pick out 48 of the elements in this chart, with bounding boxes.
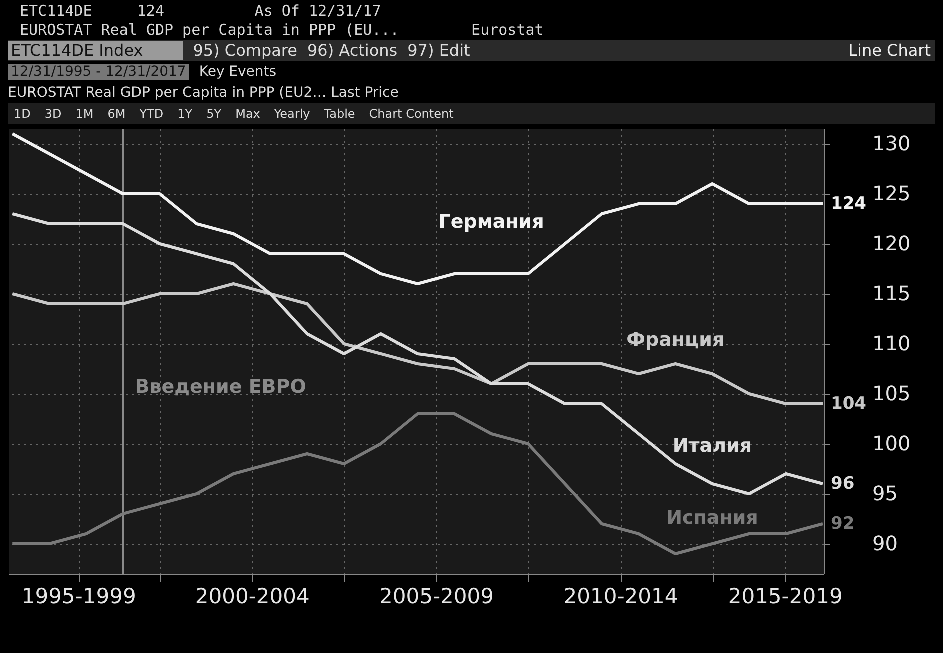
- y-tick-label: 95: [872, 482, 898, 506]
- y-tick-label: 90: [872, 532, 898, 556]
- data-label: 92: [830, 514, 855, 534]
- text: 1Y: [178, 106, 193, 120]
- text: YTD: [140, 106, 164, 120]
- y-tick-label: 115: [872, 282, 911, 306]
- data-label: 124: [830, 194, 867, 214]
- chart-title: EUROSTAT Real GDP per Capita in PPP (EU... Eurostat: [19, 21, 545, 40]
- y-tick-label: 110: [872, 332, 911, 356]
- line-series: [11, 212, 824, 496]
- line-series: [11, 282, 824, 406]
- series-label: Испания: [666, 507, 758, 529]
- text: Key Events: [199, 64, 277, 80]
- text: 1D: [14, 106, 31, 120]
- y-tick-label: 125: [872, 182, 911, 206]
- x-tick-label: 2000-2004: [195, 584, 310, 608]
- text: 96) Actions: [307, 41, 398, 60]
- series-label: Германия: [438, 211, 544, 233]
- text: 3D: [44, 106, 62, 120]
- ref-line-label: Введение ЕВРО: [135, 376, 306, 398]
- series-label: Италия: [672, 435, 752, 457]
- y-tick-label: 105: [872, 382, 911, 406]
- x-tick-label: 1995-1999: [22, 584, 136, 608]
- text: 5Y: [206, 106, 222, 120]
- line-series: [11, 132, 824, 286]
- data-label: 96: [830, 474, 855, 494]
- text: 12/31/1995 - 12/31/2017: [8, 64, 190, 80]
- text: Max: [236, 106, 260, 120]
- y-tick-label: 100: [872, 432, 911, 456]
- text: 97) Edit: [408, 41, 470, 60]
- y-tick-label: 120: [872, 232, 911, 256]
- x-tick-label: 2010-2014: [564, 584, 678, 608]
- x-tick-label: 2005-2009: [380, 584, 494, 608]
- x-tick-label: 2015-2019: [728, 584, 843, 608]
- text: Table: [324, 106, 356, 120]
- chart-subtitle: ETC114DE 124 As Of 12/31/17: [19, 2, 382, 21]
- line-series: [11, 412, 824, 556]
- text: Chart Content: [369, 106, 454, 120]
- text: ETC114DE Index: [8, 41, 184, 60]
- text: 1M: [76, 106, 94, 120]
- text: Yearly: [274, 106, 310, 120]
- text: Line Chart: [848, 41, 932, 60]
- data-label: 104: [830, 394, 867, 414]
- text: 6M: [108, 106, 126, 120]
- y-tick-label: 130: [872, 132, 911, 156]
- text: EUROSTAT Real GDP per Capita in PPP (EU2… Last Price: [8, 84, 399, 100]
- text: 95) Compare: [193, 41, 298, 60]
- series-label: Франция: [626, 329, 725, 351]
